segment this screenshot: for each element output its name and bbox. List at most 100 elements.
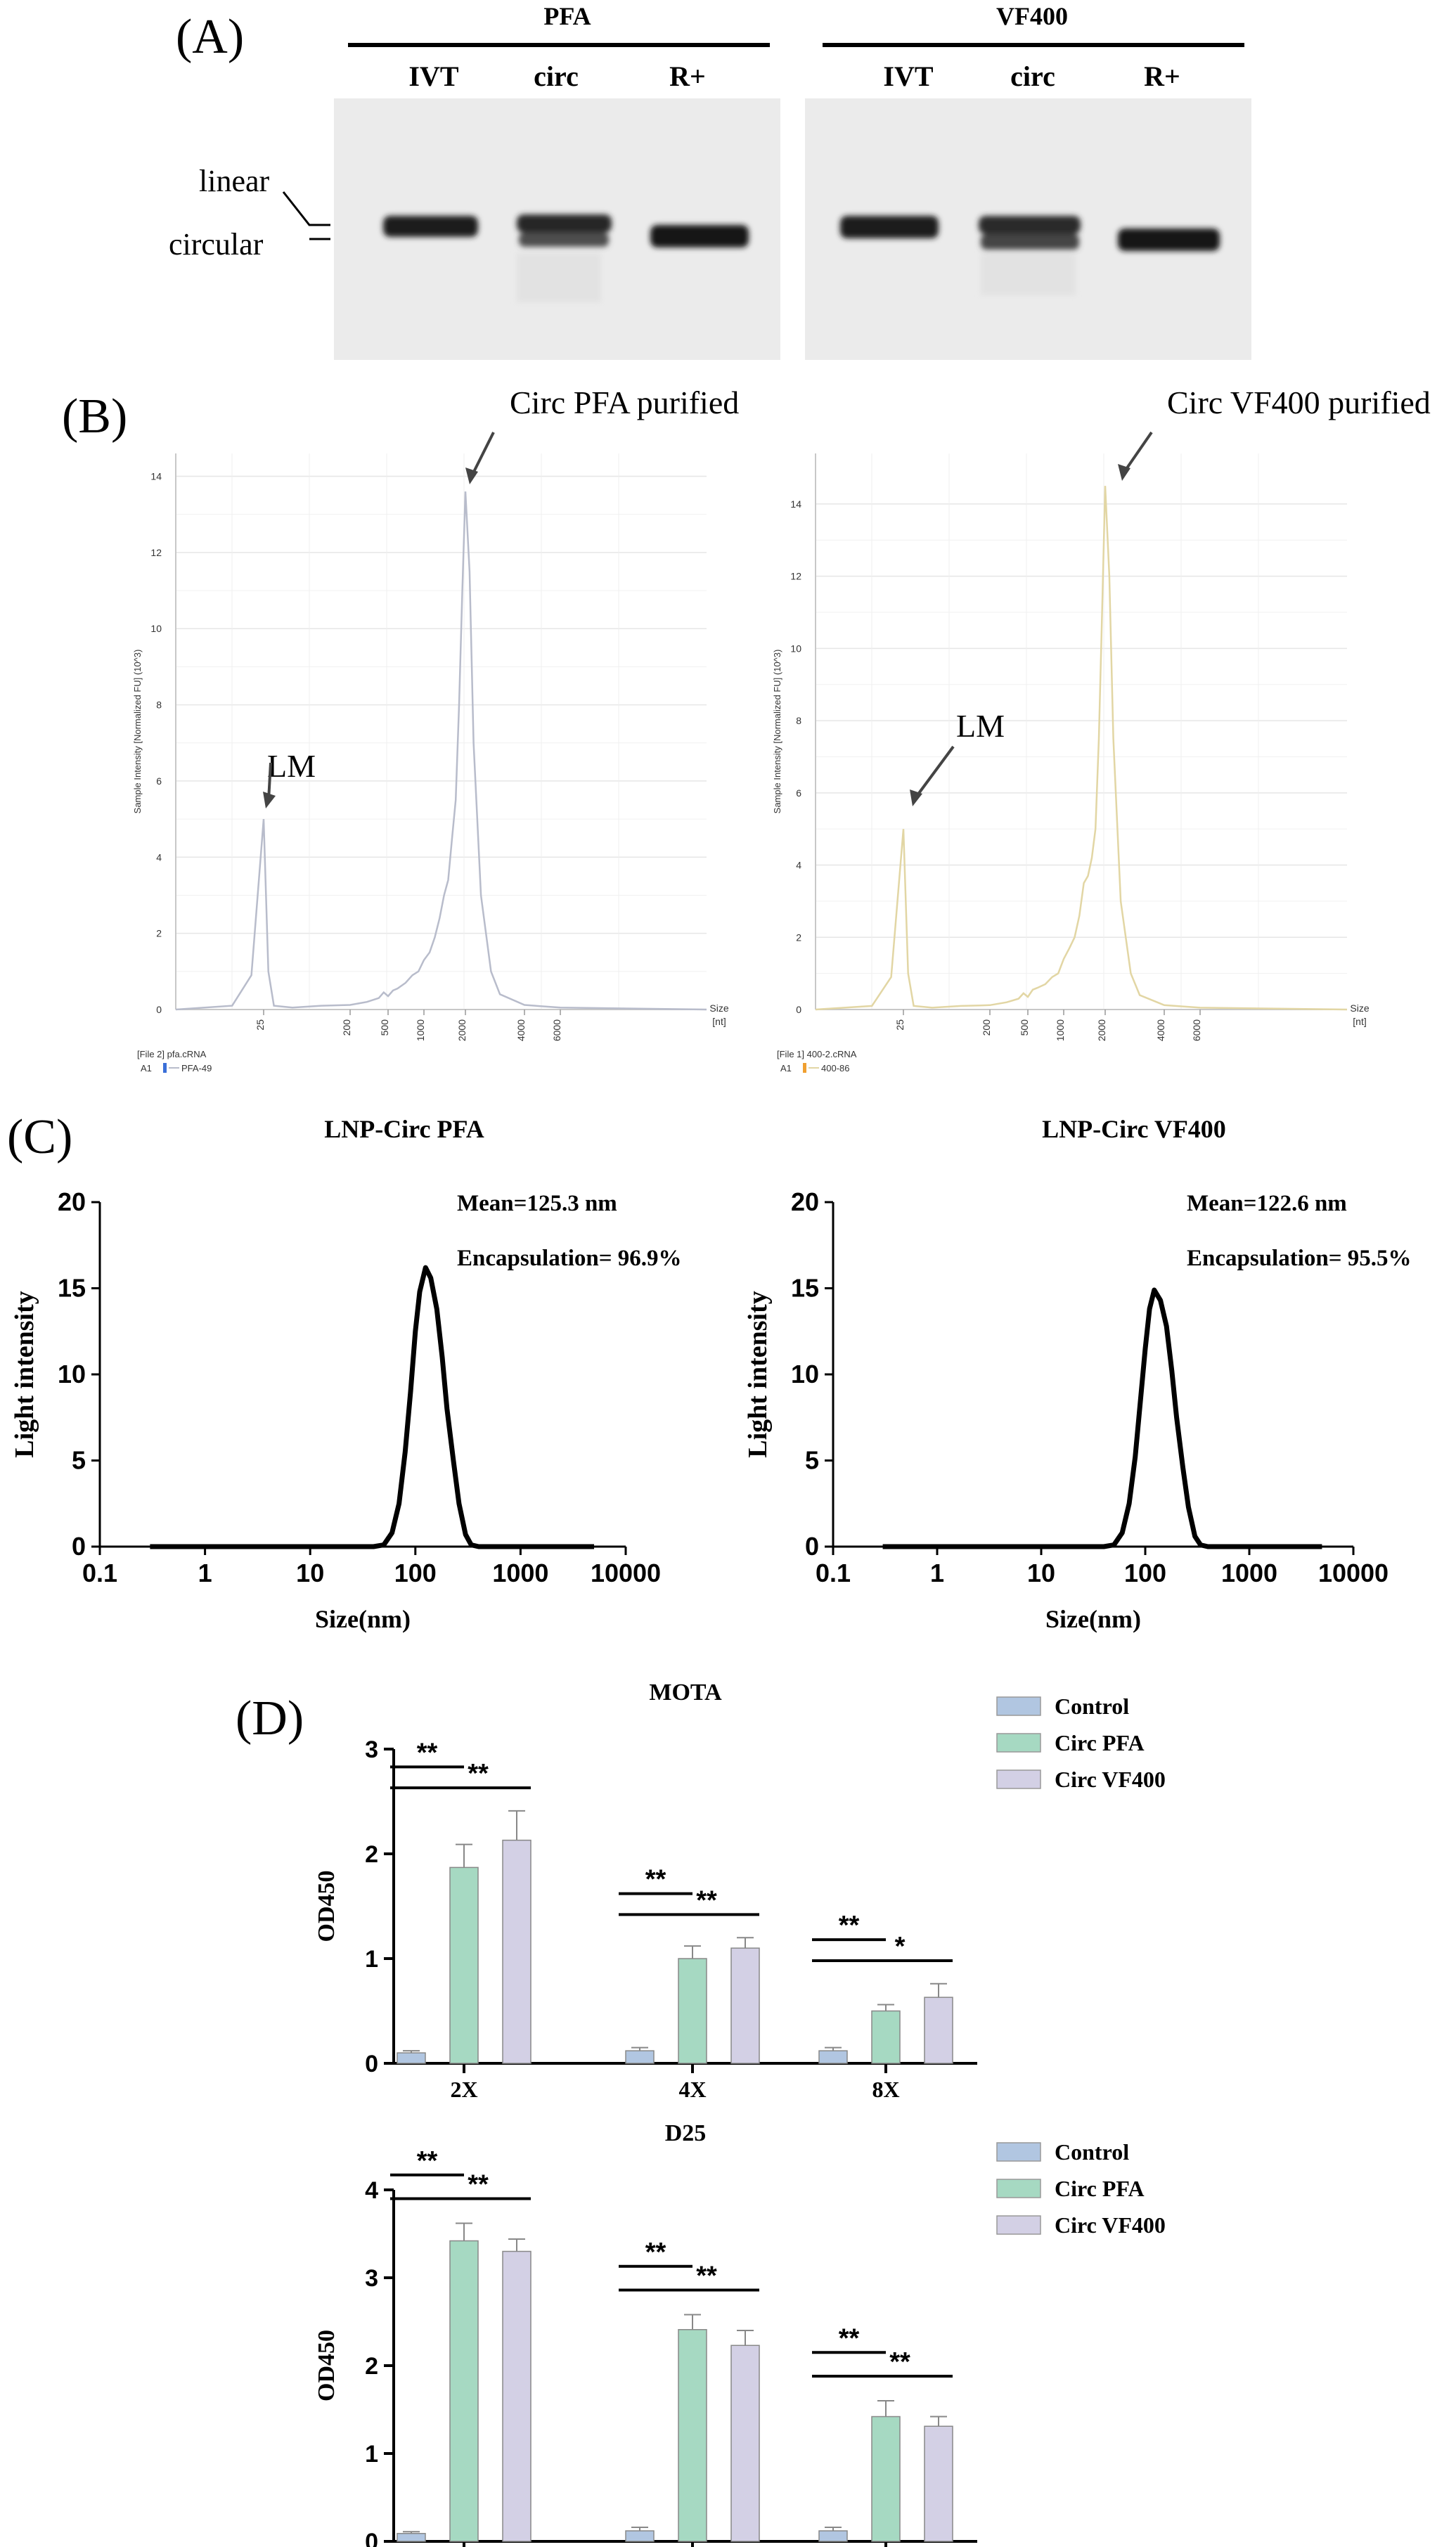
y-tick-label: 14 <box>790 498 801 510</box>
significance-label: ** <box>696 2262 717 2291</box>
y-tick-label: 2 <box>365 2353 378 2380</box>
peak-annotation: Circ VF400 purified <box>1167 385 1431 420</box>
gel-lane-label: IVT <box>883 60 933 92</box>
bar-circ-pfa <box>871 2416 901 2542</box>
significance-label: ** <box>889 2347 910 2377</box>
x-axis-label: Size(nm) <box>1045 1605 1141 1633</box>
bar-control <box>818 2530 848 2542</box>
y-axis-label: Sample Intensity [Normalized FU] (10^3) <box>772 650 782 814</box>
x-tick-label: 1000 <box>1221 1559 1277 1587</box>
gel-lane-label: circ <box>1010 60 1055 92</box>
y-axis-label: Light intensity <box>10 1291 39 1458</box>
y-tick-label: 8 <box>796 715 801 726</box>
x-tick-label: 200 <box>341 1019 352 1036</box>
band-label-circular: circular <box>169 227 264 262</box>
dls-chart-pfa: LNP-Circ PFA Mean=125.3 nm Encapsulation= … <box>10 1115 682 1633</box>
legend-label: Circ VF400 <box>1055 2212 1166 2238</box>
bar-circ-pfa <box>871 2010 901 2064</box>
y-tick-label: 1 <box>365 1946 378 1973</box>
y-tick-label: 5 <box>805 1446 819 1475</box>
y-tick-label: 2 <box>156 928 162 939</box>
panel-label-d: (D) <box>236 1691 304 1746</box>
legend-swatch <box>996 2179 1041 2198</box>
gel-band-pfa-rplus <box>650 225 749 247</box>
encapsulation-annotation: Encapsulation= 96.9% <box>457 1246 682 1271</box>
peak-arrow <box>471 432 495 475</box>
x-tick-label: 2000 <box>456 1019 468 1041</box>
y-tick-label: 0 <box>796 1004 801 1015</box>
y-tick-label: 4 <box>156 851 162 863</box>
chart-title: LNP-Circ PFA <box>324 1115 484 1143</box>
y-tick-label: 20 <box>791 1187 819 1216</box>
significance-label: ** <box>645 2238 666 2267</box>
dls-chart-vf400: LNP-Circ VF400 Mean=122.6 nm Encapsulation… <box>743 1115 1412 1633</box>
y-tick-label: 3 <box>365 2265 378 2292</box>
legend-swatch <box>996 1733 1041 1753</box>
gel-band-pfa-circ-linear <box>517 214 612 233</box>
y-tick-label: 1 <box>365 2441 378 2468</box>
x-axis-label: Size(nm) <box>315 1605 411 1633</box>
legend-sample: PFA-49 <box>181 1063 212 1073</box>
y-tick-label: 0 <box>365 2051 378 2077</box>
y-tick-label: 10 <box>791 1360 819 1388</box>
legend-file: [File 1] 400-2.cRNA <box>777 1049 857 1059</box>
legend-swatch <box>163 1063 167 1073</box>
legend-label: Circ PFA <box>1055 2176 1145 2201</box>
bar-control <box>818 2050 848 2064</box>
bar-control <box>625 2530 655 2542</box>
marker-annotation: LM <box>267 748 316 784</box>
gel-band-vf400-circ-linear <box>979 216 1081 234</box>
x-tick-label: 25 <box>894 1019 906 1031</box>
x-tick-label: 200 <box>981 1019 992 1036</box>
y-tick-label: 4 <box>365 2177 378 2204</box>
gel-smear <box>517 253 601 302</box>
x-tick-label: 10 <box>296 1559 324 1587</box>
gel-lane-label: R+ <box>1144 60 1180 92</box>
legend-well: A1 <box>141 1063 152 1073</box>
y-tick-label: 10 <box>58 1360 86 1388</box>
y-tick-label: 0 <box>156 1004 162 1015</box>
bioanalyzer-chart-vf400: 0 2 4 6 8 10 12 14 25 200 500 1000 2000 4000 6000 Sampl… <box>772 385 1431 1073</box>
legend-sample: 400-86 <box>821 1063 849 1073</box>
marker-arrow <box>914 745 955 799</box>
x-tick-label: 100 <box>1124 1559 1166 1587</box>
encapsulation-annotation: Encapsulation= 95.5% <box>1187 1246 1412 1271</box>
x-tick-label: 0.1 <box>816 1559 851 1587</box>
bar-circ-vf400 <box>730 1947 760 2064</box>
chart-title: MOTA <box>649 1679 722 1705</box>
x-tick-label: 1 <box>198 1559 212 1587</box>
panel-label-a: (A) <box>176 10 244 64</box>
y-tick-label: 10 <box>150 623 162 634</box>
y-tick-label: 2 <box>796 931 801 943</box>
panel-label-b: (B) <box>62 389 127 444</box>
y-tick-label: 0 <box>805 1532 819 1561</box>
x-axis-unit: [nt] <box>712 1016 726 1027</box>
legend-file: [File 2] pfa.cRNA <box>137 1049 207 1059</box>
significance-label: ** <box>839 2323 860 2353</box>
size-distribution-line <box>150 1265 594 1549</box>
bar-control <box>625 2050 655 2064</box>
band-label-linear: linear <box>199 164 270 198</box>
y-axis-label: OD450 <box>314 2330 340 2401</box>
bioanalyzer-chart-pfa: 0 2 4 6 8 10 12 14 25 200 500 1000 2000 4000 6000 Sampl… <box>132 385 739 1073</box>
significance-label: ** <box>468 1759 489 1788</box>
legend-swatch <box>996 1696 1041 1716</box>
gel-band-vf400-rplus <box>1118 228 1220 251</box>
x-tick-label: 0.1 <box>82 1559 117 1587</box>
bar-circ-pfa <box>449 1866 479 2064</box>
y-tick-label: 6 <box>156 775 162 787</box>
peak-arrow <box>1123 431 1153 472</box>
bar-circ-vf400 <box>502 2250 531 2542</box>
bar-chart-d25: D2501234OD4502X4X8X************ControlCi… <box>314 2120 1166 2547</box>
gel-band-vf400-circ-circular <box>981 234 1079 250</box>
y-axis-label: OD450 <box>314 1871 340 1942</box>
gel-smear <box>981 253 1076 295</box>
legend-swatch <box>996 2142 1041 2162</box>
legend-swatch <box>803 1063 806 1073</box>
gel-group-label-pfa: PFA <box>543 2 591 30</box>
legend-well: A1 <box>780 1063 792 1073</box>
y-tick-label: 2 <box>365 1841 378 1868</box>
y-tick-label: 5 <box>72 1446 86 1475</box>
